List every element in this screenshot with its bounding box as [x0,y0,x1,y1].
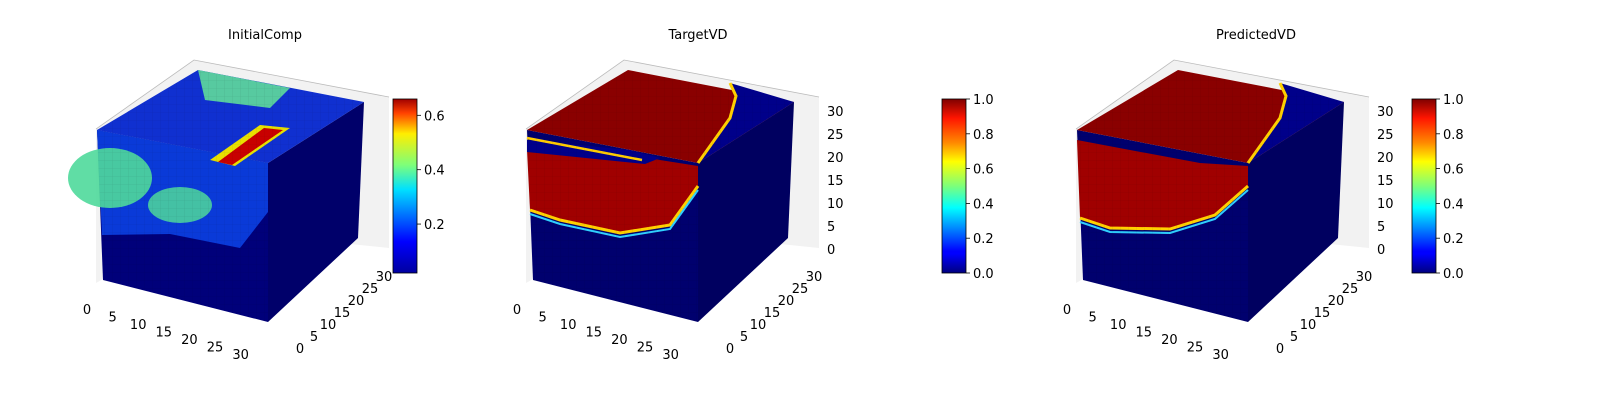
z-tick-label: 15 [1377,174,1394,189]
colorbar: 0.0 0.2 0.4 0.6 0.8 1.0 [1411,93,1464,282]
x-tick-label: 5 [1088,311,1096,326]
colorbar-tick-label: 0.8 [973,128,994,143]
x-tick-label: 15 [1136,326,1153,341]
colorbar-tick-label: 1.0 [1443,93,1464,108]
y-tick-label: 30 [376,270,393,285]
colorbar-gradient [941,98,967,274]
x-tick-label: 0 [1063,303,1071,318]
colorbar-tick-label: 0.0 [1443,267,1464,282]
x-tick-label: 30 [662,348,679,363]
y-tick-label: 30 [806,270,823,285]
x-tick-label: 20 [1161,333,1178,348]
x-tick-label: 20 [181,333,198,348]
y-tick-label: 20 [1328,294,1345,309]
y-tick-label: 5 [310,330,318,345]
y-tick-label: 15 [1314,306,1331,321]
colorbar-tick-label: 0.8 [1443,128,1464,143]
y-tick-label: 5 [740,330,748,345]
z-tick-label: 15 [827,174,844,189]
z-tick-label: 0 [827,243,835,258]
colorbar: 0.0 0.2 0.4 0.6 0.8 1.0 [941,93,994,282]
z-tick-label: 20 [827,151,844,166]
colorbar-tick-label: 0.4 [1443,197,1464,212]
colorbar-tick-label: 0.2 [973,232,994,247]
colorbar-tick-label: 0.2 [1443,232,1464,247]
cube-right-face [698,102,794,322]
colorbar: 0.2 0.4 0.6 [392,98,445,274]
z-tick-label: 30 [827,105,844,120]
y-tick-label: 25 [792,282,809,297]
z-tick-label: 25 [827,128,844,143]
z-tick-label: 5 [827,220,835,235]
x-tick-label: 5 [538,311,546,326]
y-tick-label: 0 [726,342,734,357]
pane-edge [525,59,820,130]
colorbar-gradient [1411,98,1437,274]
front-voxel-grid [527,130,698,322]
front-voxel-grid [97,130,268,322]
z-tick-label: 30 [1377,105,1394,120]
x-tick-label: 0 [83,303,91,318]
pane-edge [1075,59,1370,130]
x-tick-label: 10 [560,318,577,333]
colorbar-tick-label: 0.6 [973,163,994,178]
top-voxel-grid [1077,70,1344,163]
y-tick-label: 0 [1276,342,1284,357]
z-tick-label: 5 [1377,220,1385,235]
z-tick-label: 20 [1377,151,1394,166]
x-tick-label: 10 [130,318,147,333]
y-tick-label: 15 [764,306,781,321]
y-tick-label: 20 [778,294,795,309]
front-voxel-grid [1077,130,1248,322]
z-tick-label: 10 [827,197,844,212]
x-tick-label: 30 [1212,348,1229,363]
x-tick-label: 0 [513,303,521,318]
x-tick-label: 15 [586,326,603,341]
colorbar-tick-label: 0.2 [424,218,445,233]
y-tick-label: 15 [334,306,351,321]
colorbar-tick-label: 0.6 [1443,163,1464,178]
pane-edge [95,59,390,130]
y-tick-label: 20 [348,294,365,309]
colorbar-tick-label: 0.0 [973,267,994,282]
y-tick-label: 0 [296,342,304,357]
colorbar-tick-label: 0.6 [424,109,445,124]
top-voxel-grid [527,70,794,163]
x-tick-label: 10 [1110,318,1127,333]
x-tick-label: 25 [207,341,224,356]
x-tick-label: 5 [108,311,116,326]
cube-right-face [1248,102,1344,322]
colorbar-tick-label: 1.0 [973,93,994,108]
colorbar-tick-label: 0.4 [424,164,445,179]
y-tick-label: 5 [1290,330,1298,345]
y-tick-label: 25 [362,282,379,297]
z-tick-label: 0 [1377,243,1385,258]
y-tick-label: 25 [1342,282,1359,297]
x-tick-label: 30 [232,348,249,363]
colorbar-tick-label: 0.4 [973,197,994,212]
y-tick-label: 10 [750,318,767,333]
cube-right-face [268,102,364,322]
x-tick-label: 25 [637,341,654,356]
z-tick-label: 10 [1377,197,1394,212]
x-tick-label: 15 [156,326,173,341]
y-tick-label: 10 [320,318,337,333]
y-tick-label: 10 [1300,318,1317,333]
chart-title: TargetVD [667,28,727,43]
chart-title: InitialComp [228,28,302,43]
x-tick-label: 25 [1187,341,1204,356]
colorbar-gradient [392,98,418,274]
top-voxel-grid [97,70,364,163]
y-tick-label: 30 [1356,270,1373,285]
chart-title: PredictedVD [1216,28,1296,43]
x-tick-label: 20 [611,333,628,348]
z-tick-label: 25 [1377,128,1394,143]
